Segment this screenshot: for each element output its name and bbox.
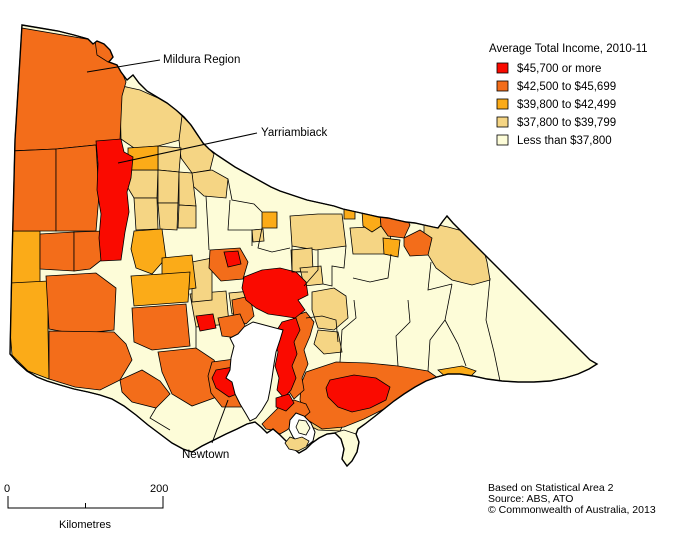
french-island [295, 419, 311, 436]
source-line-2: Source: ABS, ATO [488, 493, 573, 505]
scale-end-label: 200 [150, 483, 168, 495]
map-region [10, 148, 57, 232]
map-region [157, 169, 180, 204]
map-region [10, 230, 41, 284]
map-region [251, 228, 265, 243]
scale-start-label: 0 [4, 483, 10, 495]
legend-swatch-class5 [496, 134, 509, 146]
source-line-1: Based on Statistical Area 2 [488, 482, 614, 494]
scale-bar-line [7, 496, 164, 509]
map-region [10, 280, 50, 380]
map-region [39, 231, 75, 272]
map-region [130, 228, 167, 275]
map-region [131, 303, 191, 351]
map-region [10, 25, 127, 152]
map-region [130, 271, 191, 307]
phillip-island [284, 436, 310, 452]
map-region [289, 213, 347, 251]
legend-item-label: $45,700 or more [517, 63, 601, 75]
victoria-map [9, 24, 599, 468]
map-region [73, 230, 105, 272]
yarriambiack-label: Yarriambiack [261, 127, 327, 139]
legend-swatch-class1 [496, 62, 509, 74]
legend-title: Average Total Income, 2010-11 [489, 43, 648, 55]
source-line-3: © Commonwealth of Australia, 2013 [488, 504, 656, 516]
map-region [313, 329, 343, 355]
legend-swatch-class2 [496, 80, 509, 92]
legend-item-label: Less than $37,800 [517, 135, 612, 147]
legend-swatch-class4 [496, 116, 509, 128]
newtown-leader-line [211, 399, 229, 444]
scale-unit-label: Kilometres [59, 519, 111, 531]
legend-item-label: $37,800 to $39,799 [517, 117, 616, 129]
legend: Average Total Income, 2010-11 $45,700 or… [489, 43, 648, 147]
yarriambiack-leader-line [117, 132, 258, 164]
map-region [223, 250, 242, 268]
map-region [382, 237, 401, 258]
mildura-leader-line [86, 59, 161, 73]
port-phillip-bay [225, 321, 284, 422]
map-region [157, 202, 179, 231]
map-region [127, 169, 159, 199]
newtown-label: Newtown [182, 449, 229, 461]
map-region [177, 204, 197, 229]
scale-bar: 0 200 Kilometres [4, 483, 168, 531]
map-annotations: Mildura Region Yarriambiack Newtown [86, 54, 327, 461]
legend-swatch-class3 [496, 98, 509, 110]
map-region [403, 229, 433, 257]
map-region [119, 85, 183, 149]
map-region [157, 347, 223, 407]
map-region-yarriambiack [95, 138, 134, 262]
map-region [55, 144, 100, 232]
map-region [311, 287, 349, 331]
legend-item-label: $42,500 to $45,699 [517, 81, 616, 93]
map-region [261, 211, 278, 229]
map-region [241, 267, 309, 319]
state-outline [9, 24, 599, 468]
mildura-label: Mildura Region [163, 54, 240, 66]
map-region [195, 313, 217, 332]
map-region [133, 197, 159, 231]
map-region [45, 272, 117, 335]
source-note: Based on Statistical Area 2 Source: ABS,… [488, 482, 656, 516]
map-region [325, 374, 391, 413]
legend-item-label: $39,800 to $42,499 [517, 99, 616, 111]
sa2-regions [10, 25, 501, 435]
map-region [275, 393, 295, 412]
map-region [119, 369, 171, 409]
region-boundaries [94, 39, 501, 435]
